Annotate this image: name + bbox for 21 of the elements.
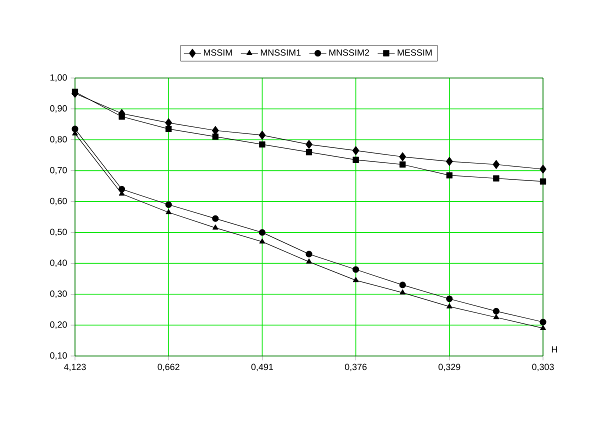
x-tick-label: 0,376 (344, 364, 367, 372)
x-tick-label: 0,329 (438, 364, 460, 372)
x-tick-label: 0,303 (532, 364, 554, 372)
y-tick-label: 0,10 (50, 352, 67, 360)
x-axis-title: H (552, 346, 557, 352)
y-tick-label: 0,90 (50, 105, 67, 113)
y-tick-label: 0,70 (50, 166, 67, 174)
y-tick-label: 1,00 (50, 74, 67, 82)
legend-label: MNSSIM1 (260, 49, 301, 56)
y-tick-label: 0,20 (50, 321, 67, 329)
y-tick-label: 0,40 (50, 260, 67, 268)
y-tick-label: 0,30 (50, 290, 67, 298)
y-tick-label: 0,60 (50, 198, 67, 206)
legend-label: MSSIM (204, 49, 232, 56)
legend-label: MESSIM (398, 49, 432, 56)
x-tick-label: 0,491 (251, 364, 273, 372)
x-tick-label: 4,123 (64, 364, 86, 372)
y-tick-label: 0,50 (50, 228, 67, 236)
y-tick-label: 0,80 (50, 136, 67, 144)
x-tick-label: 0,662 (158, 364, 180, 372)
legend-label: MNSSIM2 (329, 49, 369, 56)
